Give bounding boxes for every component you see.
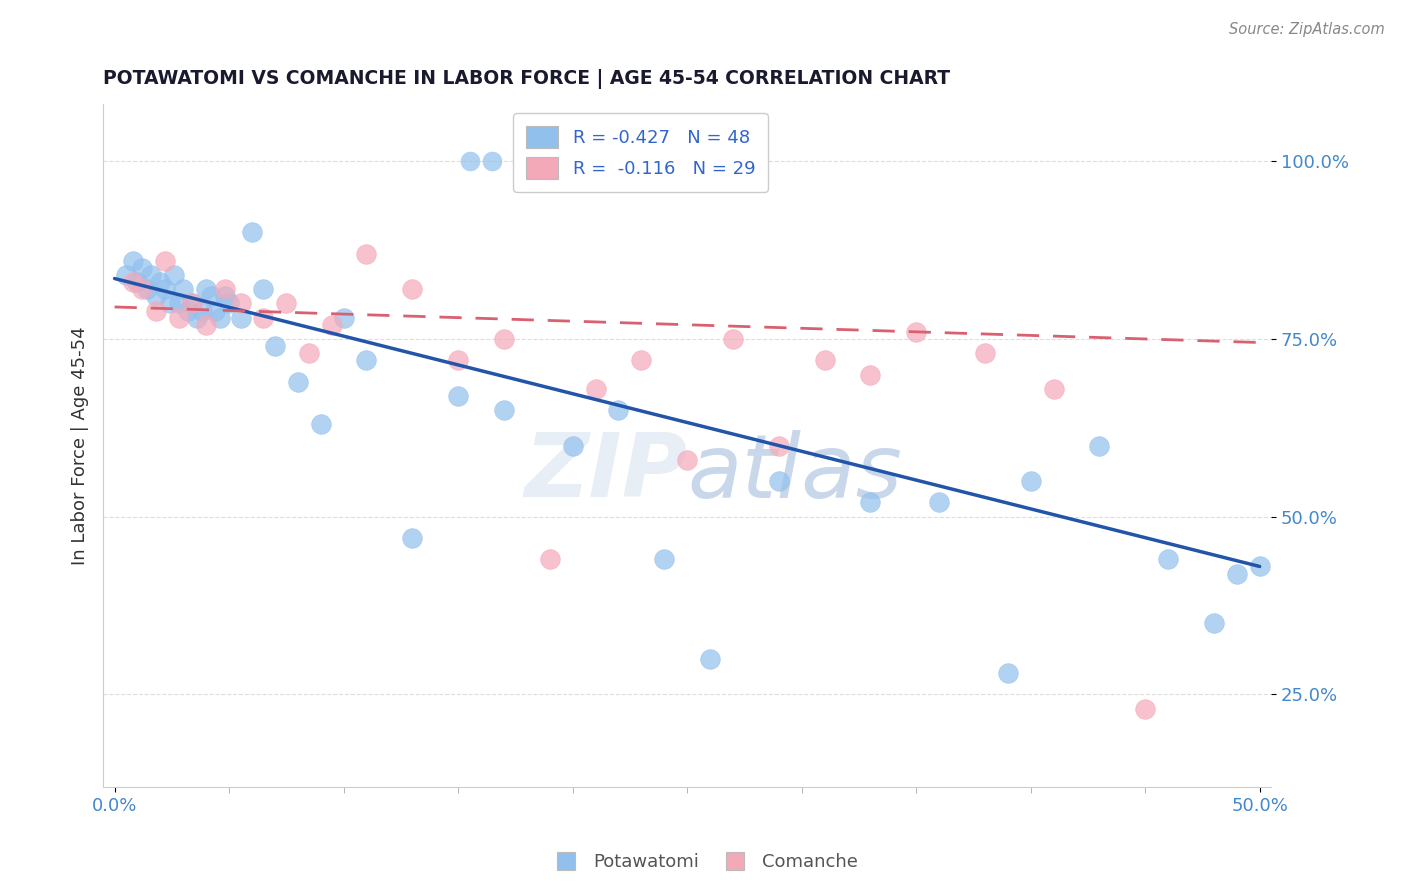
Legend: Potawatomi, Comanche: Potawatomi, Comanche [541, 847, 865, 879]
Point [276, 296, 298, 310]
Point [676, 452, 699, 467]
Point [1088, 439, 1111, 453]
Point [252, 282, 274, 296]
Point [181, 296, 204, 310]
Point [127, 275, 149, 289]
Point [153, 282, 176, 296]
Point [264, 339, 287, 353]
Legend: R = -0.427   N = 48, R =  -0.116   N = 29: R = -0.427 N = 48, R = -0.116 N = 29 [513, 113, 768, 192]
Point [141, 268, 163, 282]
Text: POTAWATOMI VS COMANCHE IN LABOR FORCE | AGE 45-54 CORRELATION CHART: POTAWATOMI VS COMANCHE IN LABOR FORCE | … [103, 69, 950, 88]
Point [1019, 474, 1042, 488]
Point [492, 403, 515, 417]
Point [538, 552, 561, 566]
Point [1042, 382, 1064, 396]
Y-axis label: In Labor Force | Age 45-54: In Labor Force | Age 45-54 [72, 326, 89, 565]
Point [1202, 616, 1225, 631]
Point [287, 375, 309, 389]
Point [321, 318, 343, 332]
Point [401, 531, 423, 545]
Point [572, 154, 595, 169]
Point [492, 332, 515, 346]
Point [181, 296, 204, 310]
Point [153, 253, 176, 268]
Point [204, 303, 226, 318]
Point [145, 303, 167, 318]
Point [214, 289, 236, 303]
Point [561, 439, 583, 453]
Point [200, 289, 222, 303]
Point [721, 332, 744, 346]
Point [859, 495, 882, 509]
Point [131, 282, 153, 296]
Point [115, 268, 138, 282]
Point [163, 268, 186, 282]
Point [195, 318, 218, 332]
Point [1226, 566, 1249, 581]
Point [905, 325, 928, 339]
Point [585, 382, 607, 396]
Point [131, 260, 153, 275]
Point [195, 282, 218, 296]
Point [309, 417, 332, 432]
Point [768, 474, 790, 488]
Point [401, 282, 423, 296]
Point [167, 310, 190, 325]
Point [813, 353, 835, 368]
Point [652, 552, 675, 566]
Text: ZIP: ZIP [524, 429, 688, 516]
Point [481, 154, 503, 169]
Point [859, 368, 882, 382]
Point [167, 296, 190, 310]
Point [997, 666, 1019, 681]
Point [122, 275, 145, 289]
Point [928, 495, 950, 509]
Point [527, 154, 550, 169]
Point [172, 282, 194, 296]
Point [252, 310, 274, 325]
Point [159, 296, 181, 310]
Point [122, 253, 145, 268]
Point [229, 296, 252, 310]
Point [135, 282, 157, 296]
Point [186, 310, 208, 325]
Point [447, 389, 470, 403]
Point [356, 353, 378, 368]
Point [1249, 559, 1271, 574]
Point [214, 282, 236, 296]
Point [630, 353, 652, 368]
Text: Source: ZipAtlas.com: Source: ZipAtlas.com [1229, 22, 1385, 37]
Point [768, 439, 790, 453]
Point [240, 225, 263, 239]
Point [332, 310, 354, 325]
Point [699, 652, 721, 666]
Point [177, 303, 200, 318]
Point [447, 353, 470, 368]
Point [190, 303, 212, 318]
Point [229, 310, 252, 325]
Point [973, 346, 995, 360]
Point [218, 296, 240, 310]
Point [607, 403, 630, 417]
Point [356, 246, 378, 260]
Point [298, 346, 321, 360]
Point [208, 310, 231, 325]
Point [458, 154, 481, 169]
Text: atlas: atlas [688, 430, 903, 516]
Point [1133, 701, 1156, 715]
Point [149, 275, 172, 289]
Point [1157, 552, 1180, 566]
Point [145, 289, 167, 303]
